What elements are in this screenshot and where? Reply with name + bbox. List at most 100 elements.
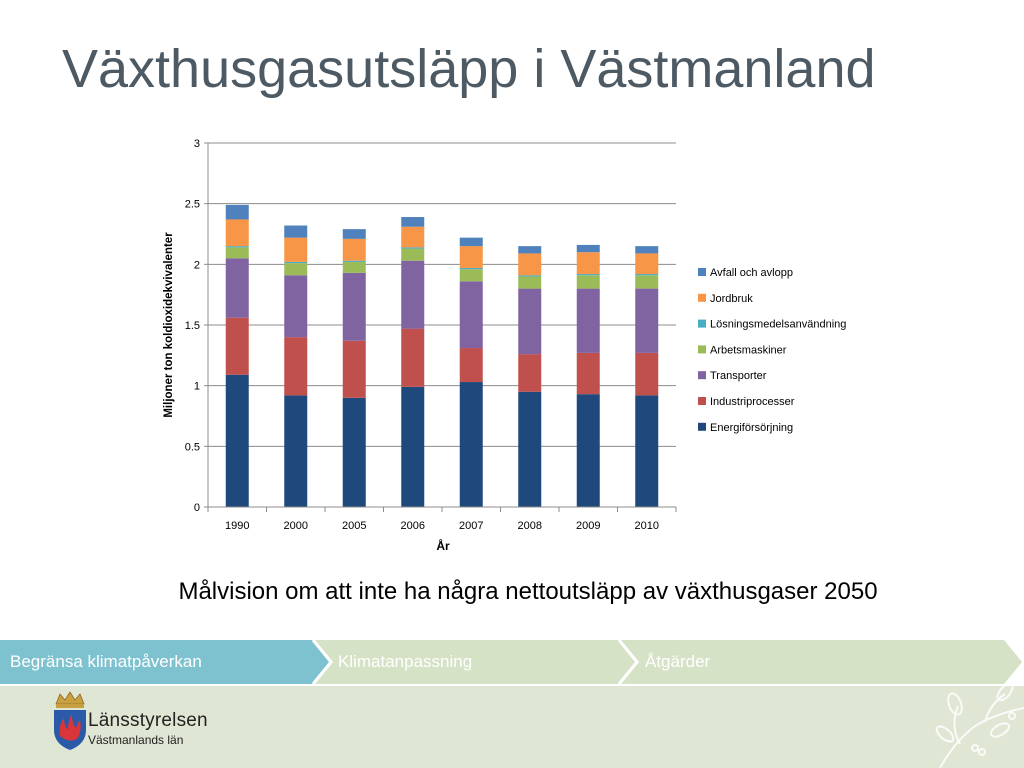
tab-klimatanpassning-bg[interactable]: [315, 640, 637, 684]
bar-segment-1-4: [459, 348, 483, 383]
legend-label: Transporter: [710, 370, 767, 382]
chart-legend: Avfall och avlopp Jordbruk Lösningsmedelsa…: [698, 267, 846, 434]
bar-segment-5-6: [576, 252, 600, 275]
y-axis-label: Miljoner ton koldioxidekvivalenter: [163, 232, 175, 418]
bar-segment-3-2: [342, 261, 366, 273]
bar-segment-5-3: [401, 226, 425, 248]
bar-segment-4-1: [284, 261, 308, 264]
x-tick-label: 2006: [401, 520, 425, 532]
bar-segment-6-3: [401, 217, 425, 227]
y-tick-label: 2: [194, 259, 200, 271]
bar-segment-1-3: [401, 328, 425, 387]
logo: Länsstyrelsen Västmanlands län: [88, 710, 208, 747]
bar-segment-4-0: [225, 246, 249, 248]
legend-label: Energiförsörjning: [710, 422, 793, 434]
bar-segment-6-6: [576, 244, 600, 253]
bar-segment-3-7: [635, 275, 659, 289]
bar-segment-4-6: [576, 274, 600, 276]
x-tick-label: 2007: [459, 520, 483, 532]
bar-segment-0-1: [284, 395, 308, 507]
bar-segment-6-2: [342, 229, 366, 239]
x-tick-label: 1990: [225, 520, 249, 532]
bar-segment-1-6: [576, 352, 600, 395]
mistletoe-branch-icon: [935, 686, 1024, 768]
legend-label: Industriprocesser: [710, 396, 795, 408]
bar-segment-3-4: [459, 269, 483, 282]
chart-bars: [225, 204, 659, 507]
tab-klimatanpassning[interactable]: Klimatanpassning: [338, 652, 473, 671]
bar-segment-5-2: [342, 238, 366, 261]
bar-segment-0-4: [459, 382, 483, 507]
bar-segment-1-2: [342, 340, 366, 398]
legend-label: Lösningsmedelsanvändning: [710, 319, 846, 331]
bar-segment-0-5: [518, 391, 542, 507]
bar-segment-1-7: [635, 352, 659, 396]
bar-segment-2-3: [401, 260, 425, 329]
bar-segment-2-0: [225, 258, 249, 318]
y-tick-label: 0: [194, 502, 200, 514]
tab-begransa-klimatpaverkan[interactable]: Begränsa klimatpåverkan: [10, 652, 202, 671]
bar-segment-0-3: [401, 386, 425, 507]
slide-title: Växthusgasutsläpp i Västmanland: [62, 39, 876, 99]
bar-segment-6-1: [284, 225, 308, 238]
legend-label: Jordbruk: [710, 293, 753, 305]
bar-segment-3-6: [576, 275, 600, 289]
bar-segment-2-6: [576, 288, 600, 353]
legend-label: Arbetsmaskiner: [710, 344, 787, 356]
bar-segment-4-5: [518, 275, 542, 277]
bar-segment-3-1: [284, 263, 308, 276]
legend-swatch: [698, 371, 706, 380]
x-tick-label: 2000: [284, 520, 308, 532]
y-tick-label: 0.5: [185, 441, 200, 453]
x-tick-label: 2005: [342, 520, 366, 532]
bar-segment-4-4: [459, 267, 483, 270]
x-tick-label: 2009: [576, 520, 600, 532]
bar-segment-0-2: [342, 397, 366, 507]
logo-subtitle: Västmanlands län: [88, 733, 184, 747]
tab-atgarder[interactable]: Åtgärder: [645, 652, 711, 671]
bar-segment-5-5: [518, 253, 542, 276]
tab-atgarder-bg[interactable]: [621, 640, 1022, 684]
section-navigation: Begränsa klimatpåverkan Klimatanpassning…: [0, 640, 1024, 684]
chart-caption: Målvision om att inte ha några nettoutsl…: [178, 578, 878, 605]
x-tick-label: 2008: [518, 520, 542, 532]
bar-segment-2-7: [635, 288, 659, 353]
legend-swatch: [698, 268, 706, 276]
stacked-bar-chart: 0 0.5 1 1.5 2 2.5 3 1990 2000 2005 2006 2007 2008 200…: [163, 138, 846, 553]
footer-band: [0, 686, 1024, 768]
bar-segment-2-2: [342, 272, 366, 341]
tab-begransa-klimatpaverkan-bg[interactable]: [0, 640, 331, 684]
bar-segment-0-0: [225, 374, 249, 507]
bar-segment-1-5: [518, 354, 542, 392]
bar-segment-2-1: [284, 275, 308, 338]
bar-segment-4-7: [635, 274, 659, 276]
legend-swatch: [698, 293, 706, 302]
bar-segment-6-5: [518, 246, 542, 254]
legend-swatch: [698, 319, 706, 328]
bar-segment-5-0: [225, 219, 249, 247]
legend-swatch: [698, 422, 706, 431]
y-tick-label: 2.5: [185, 199, 200, 211]
bar-segment-6-7: [635, 246, 659, 254]
y-tick-label: 1.5: [185, 320, 200, 332]
x-tick-label: 2010: [635, 520, 659, 532]
bar-segment-1-1: [284, 337, 308, 396]
bar-segment-5-4: [459, 246, 483, 268]
logo-name: Länsstyrelsen: [88, 710, 208, 731]
bar-segment-0-6: [576, 394, 600, 507]
bar-segment-6-0: [225, 204, 249, 220]
bar-segment-1-0: [225, 317, 249, 375]
x-axis-label: År: [436, 538, 450, 553]
legend-label: Avfall och avlopp: [710, 267, 793, 279]
y-tick-label: 1: [194, 381, 200, 393]
chart-gridlines: [208, 142, 676, 447]
legend-swatch: [698, 345, 706, 354]
bar-segment-5-7: [635, 253, 659, 275]
bar-segment-4-2: [342, 260, 366, 262]
crown-shield-flames-icon: [54, 691, 86, 750]
bar-segment-2-5: [518, 288, 542, 355]
bar-segment-4-3: [401, 247, 425, 249]
chart-axes: 0 0.5 1 1.5 2 2.5 3 1990 2000 2005 2006 2007 2008 200…: [185, 138, 677, 532]
bar-segment-3-0: [225, 247, 249, 259]
bar-segment-5-1: [284, 237, 308, 262]
